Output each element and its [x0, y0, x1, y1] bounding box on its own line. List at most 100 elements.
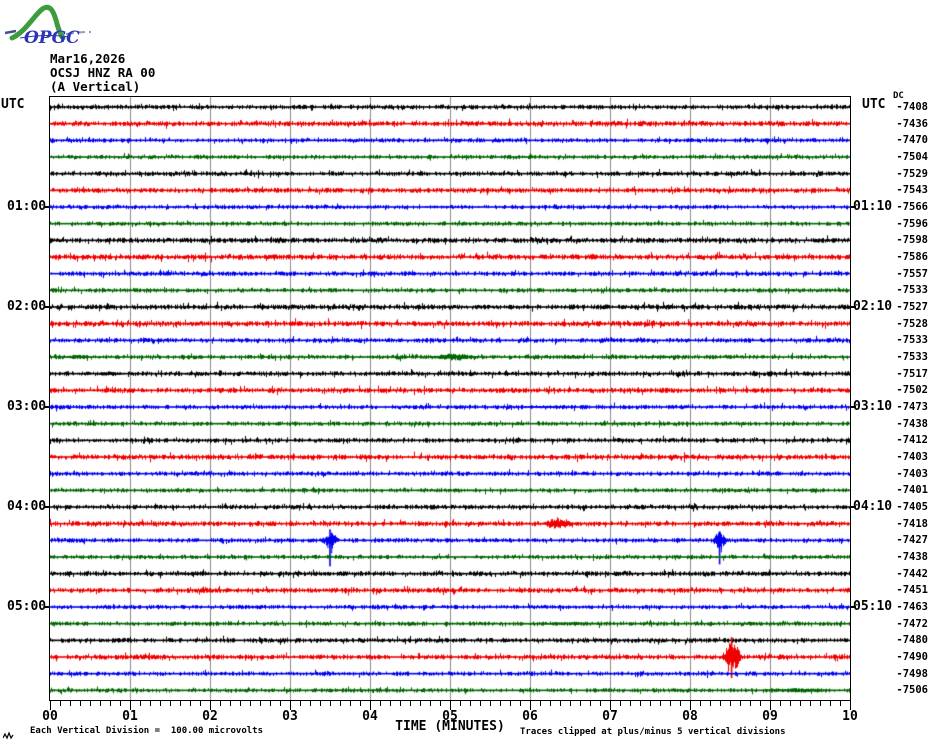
x-minor-tick — [460, 701, 461, 706]
footer-scale-note: Each Vertical Division = 100.00 microvol… — [30, 726, 263, 736]
dc-value-label: -7506 — [896, 684, 928, 697]
dc-value-label: -7533 — [896, 284, 928, 297]
x-minor-tick — [510, 701, 511, 706]
x-tick-label: 04 — [362, 709, 378, 724]
x-minor-tick — [110, 701, 111, 706]
x-minor-tick — [190, 701, 191, 706]
x-minor-tick — [440, 701, 441, 706]
x-major-tick — [690, 701, 691, 710]
x-minor-tick — [360, 701, 361, 706]
dc-value-label: -7442 — [896, 567, 928, 580]
x-minor-tick — [230, 701, 231, 706]
dc-value-label: -7470 — [896, 134, 928, 147]
helicorder-plot — [49, 96, 851, 701]
dc-value-label: -7427 — [896, 534, 928, 547]
x-tick-label: 06 — [522, 709, 538, 724]
x-minor-tick — [540, 701, 541, 706]
x-axis-title: TIME (MINUTES) — [395, 719, 505, 734]
right-time-label: 03:10 — [853, 399, 893, 414]
x-tick-label: 09 — [762, 709, 778, 724]
dc-value-label: -7557 — [896, 267, 928, 280]
x-major-tick — [850, 701, 851, 710]
x-minor-tick — [60, 701, 61, 706]
x-minor-tick — [680, 701, 681, 706]
x-tick-label: 10 — [842, 709, 858, 724]
x-minor-tick — [800, 701, 801, 706]
x-minor-tick — [160, 701, 161, 706]
hour-tick-right — [851, 506, 856, 508]
right-time-label: 04:10 — [853, 499, 893, 514]
dc-value-label: -7543 — [896, 184, 928, 197]
x-minor-tick — [90, 701, 91, 706]
left-time-label: 01:00 — [7, 199, 47, 214]
dc-value-label: -7438 — [896, 417, 928, 430]
x-minor-tick — [520, 701, 521, 706]
dc-value-label: -7436 — [896, 117, 928, 130]
logo-underline — [19, 35, 71, 39]
x-tick-label: 00 — [42, 709, 58, 724]
x-minor-tick — [170, 701, 171, 706]
x-minor-tick — [700, 701, 701, 706]
dc-value-label: -7504 — [896, 151, 928, 163]
x-minor-tick — [100, 701, 101, 706]
right-time-label: 05:10 — [853, 599, 893, 614]
dc-value-label: -7528 — [896, 317, 928, 330]
x-minor-tick — [70, 701, 71, 706]
x-minor-tick — [280, 701, 281, 706]
x-minor-tick — [660, 701, 661, 706]
hour-tick-right — [851, 206, 856, 208]
x-minor-tick — [200, 701, 201, 706]
x-minor-tick — [220, 701, 221, 706]
helicorder-canvas — [50, 97, 850, 700]
x-minor-tick — [630, 701, 631, 706]
left-time-label: 04:00 — [7, 499, 47, 514]
dc-value-label: -7533 — [896, 334, 928, 347]
dc-value-label: -7451 — [896, 584, 928, 597]
x-major-tick — [530, 701, 531, 710]
x-minor-tick — [240, 701, 241, 706]
x-minor-tick — [620, 701, 621, 706]
hour-tick-left — [44, 506, 49, 508]
hour-tick-left — [44, 606, 49, 608]
logo-waveform-icon — [9, 4, 66, 41]
x-minor-tick — [260, 701, 261, 706]
x-minor-tick — [80, 701, 81, 706]
x-axis-ticks — [49, 701, 851, 711]
footer-clip-note: Traces clipped at plus/minus 5 vertical … — [520, 727, 786, 737]
dc-value-label: -7498 — [896, 667, 928, 680]
x-minor-tick — [780, 701, 781, 706]
x-tick-label: 01 — [122, 709, 138, 724]
x-minor-tick — [490, 701, 491, 706]
x-minor-tick — [420, 701, 421, 706]
x-major-tick — [50, 701, 51, 710]
logo-text: OPGC — [24, 28, 80, 48]
scale-mark-icon — [3, 731, 14, 740]
x-minor-tick — [600, 701, 601, 706]
dc-value-label: -7517 — [896, 367, 928, 380]
x-minor-tick — [670, 701, 671, 706]
x-minor-tick — [550, 701, 551, 706]
dc-value-label: -7403 — [896, 467, 928, 480]
x-minor-tick — [830, 701, 831, 706]
dc-value-label: -7463 — [896, 601, 928, 613]
x-minor-tick — [570, 701, 571, 706]
header-component: (A Vertical) — [50, 79, 141, 94]
dc-value-label: -7401 — [896, 484, 928, 497]
right-time-label: 02:10 — [853, 299, 893, 314]
dc-value-label: -7403 — [896, 451, 928, 463]
dc-value-label: -7408 — [896, 101, 928, 113]
x-major-tick — [450, 701, 451, 710]
x-minor-tick — [350, 701, 351, 706]
x-minor-tick — [820, 701, 821, 706]
dc-value-label: -7473 — [896, 401, 928, 413]
left-time-label: 05:00 — [7, 599, 47, 614]
x-minor-tick — [270, 701, 271, 706]
x-minor-tick — [500, 701, 501, 706]
dc-value-label: -7586 — [896, 251, 928, 263]
x-minor-tick — [320, 701, 321, 706]
x-minor-tick — [340, 701, 341, 706]
x-minor-tick — [150, 701, 151, 706]
logo-dash-left — [4, 29, 17, 35]
dc-value-label: -7490 — [896, 651, 928, 663]
dc-value-label: -7472 — [896, 617, 928, 630]
